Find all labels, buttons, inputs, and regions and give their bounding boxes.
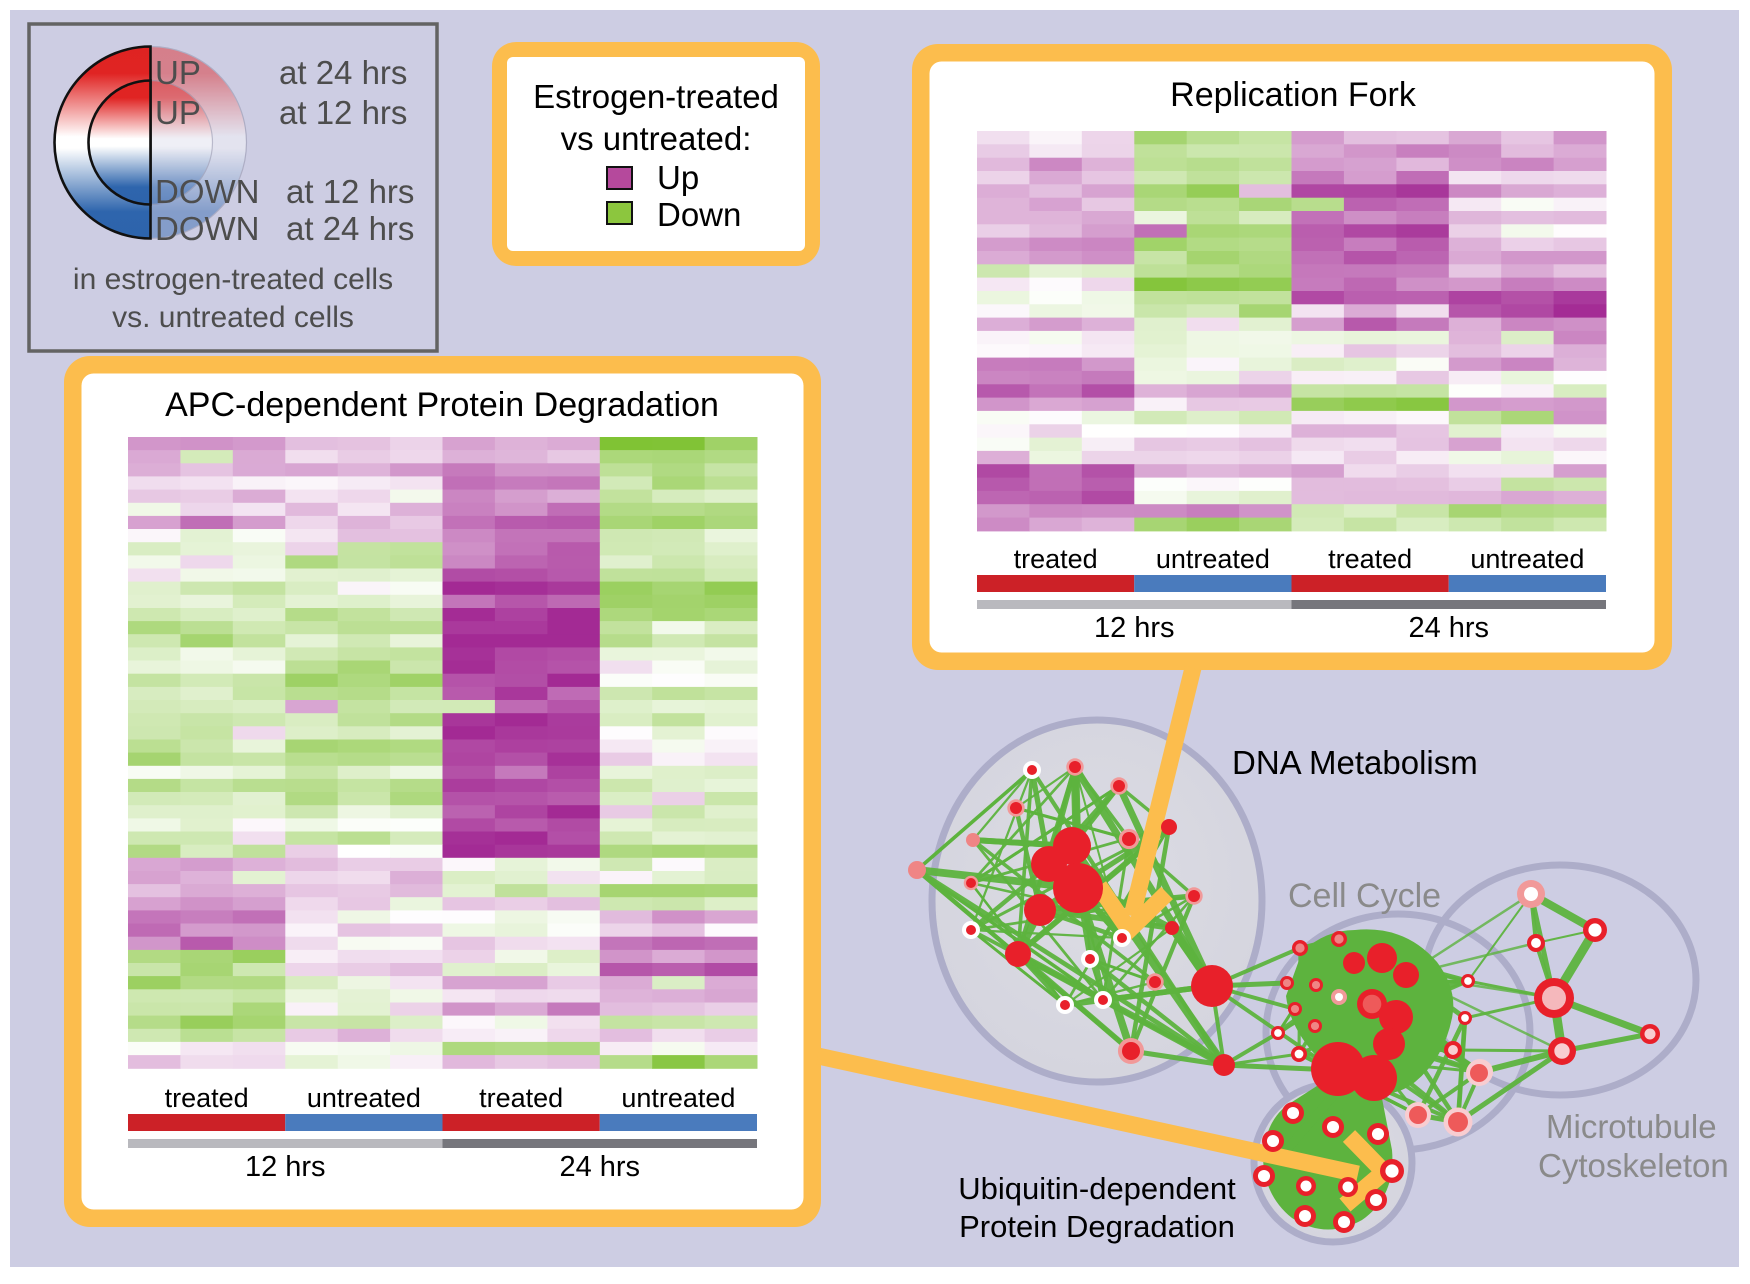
svg-text:Replication Fork: Replication Fork xyxy=(1170,76,1417,114)
svg-text:24 hrs: 24 hrs xyxy=(1408,612,1489,644)
svg-text:UP: UP xyxy=(155,94,201,131)
svg-text:treated: treated xyxy=(1014,544,1098,574)
svg-text:untreated: untreated xyxy=(1470,544,1584,574)
svg-text:untreated: untreated xyxy=(1156,544,1270,574)
svg-text:treated: treated xyxy=(479,1083,563,1113)
svg-text:Microtubule: Microtubule xyxy=(1546,1108,1717,1145)
svg-text:at 24 hrs: at 24 hrs xyxy=(279,54,407,91)
svg-text:in estrogen-treated cells: in estrogen-treated cells xyxy=(73,263,393,296)
svg-text:Protein Degradation: Protein Degradation xyxy=(959,1209,1235,1244)
svg-text:treated: treated xyxy=(165,1083,249,1113)
svg-text:APC-dependent Protein Degradat: APC-dependent Protein Degradation xyxy=(165,386,719,424)
svg-text:Ubiquitin-dependent: Ubiquitin-dependent xyxy=(958,1171,1236,1206)
svg-text:DOWN: DOWN xyxy=(155,210,259,247)
svg-text:at 12 hrs: at 12 hrs xyxy=(286,173,414,210)
svg-text:DNA Metabolism: DNA Metabolism xyxy=(1232,744,1478,781)
svg-text:untreated: untreated xyxy=(307,1083,421,1113)
svg-text:at 12 hrs: at 12 hrs xyxy=(279,94,407,131)
svg-text:Cytoskeleton: Cytoskeleton xyxy=(1538,1147,1729,1184)
svg-text:Estrogen-treated: Estrogen-treated xyxy=(533,78,779,115)
svg-text:12 hrs: 12 hrs xyxy=(245,1151,326,1183)
svg-text:vs. untreated cells: vs. untreated cells xyxy=(112,301,354,334)
svg-text:Up: Up xyxy=(657,159,699,196)
svg-text:Down: Down xyxy=(657,196,741,233)
svg-text:at 24 hrs: at 24 hrs xyxy=(286,210,414,247)
svg-text:Cell Cycle: Cell Cycle xyxy=(1288,877,1441,915)
svg-text:vs untreated:: vs untreated: xyxy=(561,120,752,157)
svg-text:24 hrs: 24 hrs xyxy=(559,1151,640,1183)
svg-text:UP: UP xyxy=(155,54,201,91)
svg-text:DOWN: DOWN xyxy=(155,173,259,210)
svg-text:treated: treated xyxy=(1328,544,1412,574)
svg-text:12 hrs: 12 hrs xyxy=(1094,612,1175,644)
svg-text:untreated: untreated xyxy=(621,1083,735,1113)
